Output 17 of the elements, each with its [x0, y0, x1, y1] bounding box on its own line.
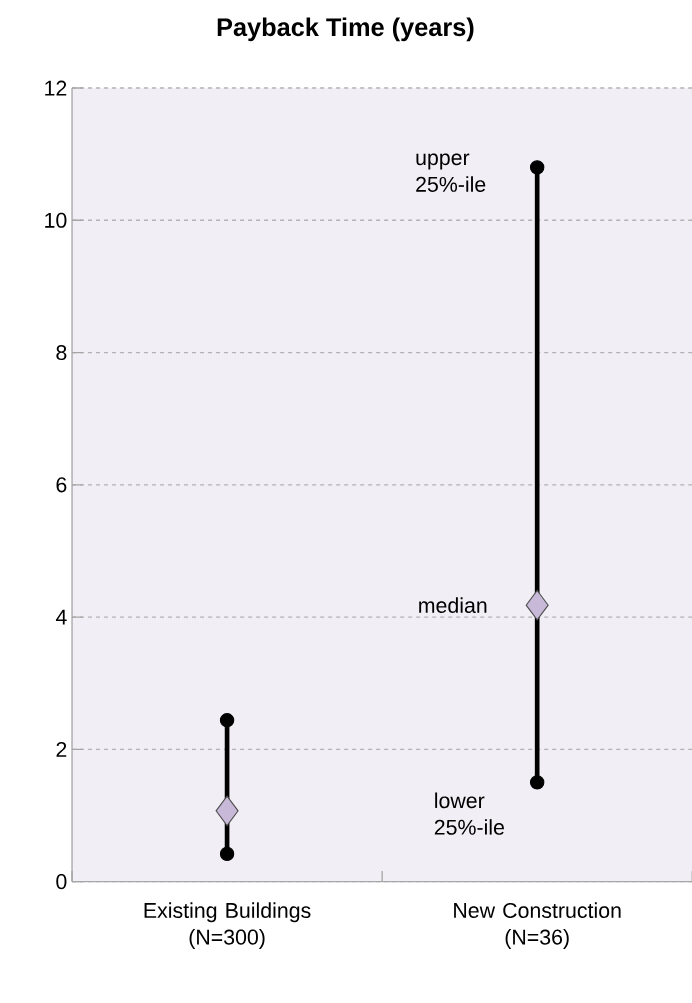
y-tick-label: 10 — [45, 212, 67, 228]
point — [215, 795, 239, 827]
point — [219, 846, 235, 862]
annotation: lower 25%-ile — [434, 792, 504, 835]
y-tick-label: 8 — [56, 345, 67, 361]
y-tick-label: 4 — [55, 609, 67, 625]
x-tick-label: New Construction (N=36) — [454, 902, 621, 949]
annotation: median — [419, 597, 487, 614]
point — [525, 589, 549, 621]
y-tick-label: 6 — [56, 477, 67, 493]
annotation: upper 25%-ile — [416, 153, 486, 192]
y-tick-label: 12 — [45, 80, 67, 96]
point — [529, 160, 545, 175]
chart-title: Payback Time (years) — [217, 17, 474, 42]
y-tick-label: 0 — [56, 874, 67, 890]
y-tick-label: 2 — [56, 741, 67, 757]
x-tick-label: Existing Buildings (N=300) — [144, 902, 311, 949]
